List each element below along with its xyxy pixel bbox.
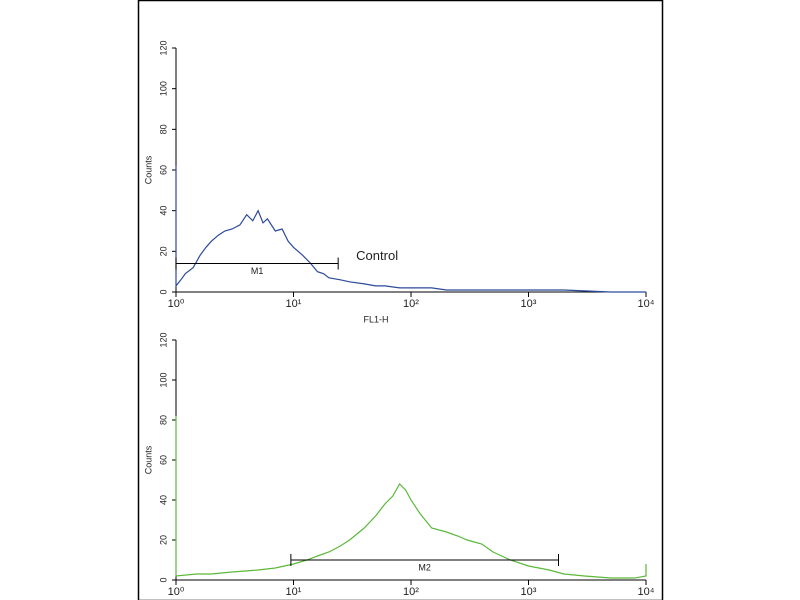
y-tick-label: 120	[158, 40, 168, 55]
y-tick-label: 0	[158, 289, 168, 294]
y-tick-label: 60	[158, 165, 168, 175]
y-tick-label: 120	[158, 332, 168, 347]
x-tick-label: 10¹	[286, 586, 302, 598]
gate-label: M2	[418, 562, 431, 572]
x-tick-label: 10¹	[286, 298, 302, 310]
y-axis-label: Counts	[143, 445, 153, 474]
x-tick-label: 10³	[521, 586, 537, 598]
y-tick-label: 40	[158, 495, 168, 505]
y-tick-label: 100	[158, 372, 168, 387]
y-tick-label: 60	[158, 455, 168, 465]
x-tick-label: 10²	[403, 586, 419, 598]
x-tick-label: 10²	[403, 298, 419, 310]
x-tick-label: 10⁰	[168, 586, 185, 598]
x-axis-label: FL1-H	[363, 314, 388, 324]
y-tick-label: 100	[158, 81, 168, 96]
gate-label: M1	[251, 266, 264, 276]
y-tick-label: 20	[158, 246, 168, 256]
y-axis-label: Counts	[143, 155, 153, 184]
x-tick-label: 10⁴	[638, 298, 655, 310]
x-tick-label: 10⁰	[168, 298, 185, 310]
frame	[137, 0, 664, 600]
x-tick-label: 10³	[521, 298, 537, 310]
histogram-line	[175, 416, 647, 579]
y-tick-label: 80	[158, 124, 168, 134]
y-tick-label: 0	[158, 577, 168, 582]
y-tick-label: 80	[158, 415, 168, 425]
x-tick-label: 10⁴	[638, 586, 655, 598]
annotation: Control	[356, 248, 398, 263]
histogram-line	[175, 165, 646, 293]
y-tick-label: 20	[158, 535, 168, 545]
y-tick-label: 40	[158, 206, 168, 216]
